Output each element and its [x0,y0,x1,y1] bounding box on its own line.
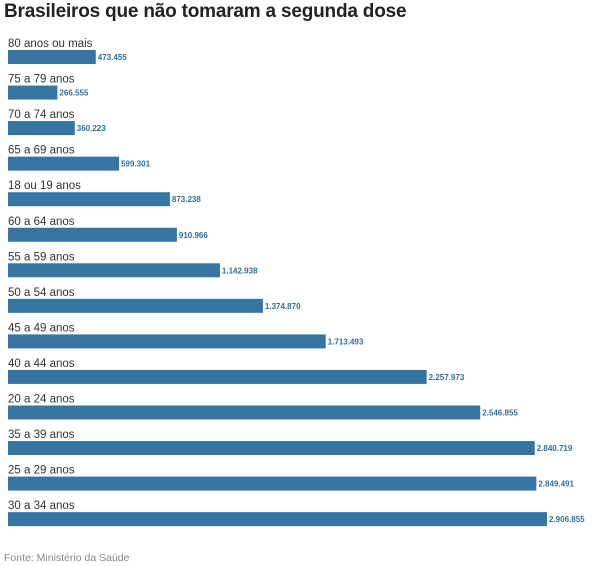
category-label: 55 a 59 anos [8,251,75,263]
chart-title: Brasileiros que não tomaram a segunda do… [4,1,407,22]
bar [8,476,537,491]
category-label: 60 a 64 anos [8,216,75,228]
category-label: 35 a 39 anos [8,429,75,441]
bar [8,227,177,242]
category-label: 18 ou 19 anos [8,180,81,192]
value-label: 266.555 [59,89,88,98]
category-label: 40 a 44 anos [8,358,75,370]
value-label: 873.238 [172,195,201,204]
category-label: 80 anos ou mais [8,38,93,50]
value-label: 1.713.493 [328,337,364,346]
bar [8,263,220,278]
bar [8,512,547,527]
source-note: Fonte: Ministério da Saúde [4,552,130,564]
value-label: 360.223 [77,124,106,133]
bar [8,121,75,136]
category-label: 75 a 79 anos [8,74,75,86]
category-label: 65 a 69 anos [8,145,75,157]
category-label: 70 a 74 anos [8,109,75,121]
bar [8,298,263,313]
value-label: 2.906.855 [549,515,585,524]
value-label: 2.257.973 [429,373,465,382]
value-label: 473.455 [98,53,127,62]
bar [8,369,427,384]
value-label: 1.374.870 [265,302,301,311]
bar [8,405,481,420]
category-label: 20 a 24 anos [8,394,75,406]
category-label: 50 a 54 anos [8,287,75,299]
value-label: 2.546.855 [482,409,518,418]
value-label: 1.142.938 [222,266,258,275]
category-label: 25 a 29 anos [8,465,75,477]
category-label: 45 a 49 anos [8,322,75,334]
value-label: 2.849.491 [538,480,574,489]
bar [8,85,58,100]
value-label: 599.301 [121,160,150,169]
value-label: 910.966 [179,231,208,240]
value-label: 2.840.719 [537,444,573,453]
category-label: 30 a 34 anos [8,500,75,512]
bar [8,156,120,171]
bar [8,441,535,456]
bar [8,334,326,349]
bar [8,50,96,64]
bar [8,192,170,207]
